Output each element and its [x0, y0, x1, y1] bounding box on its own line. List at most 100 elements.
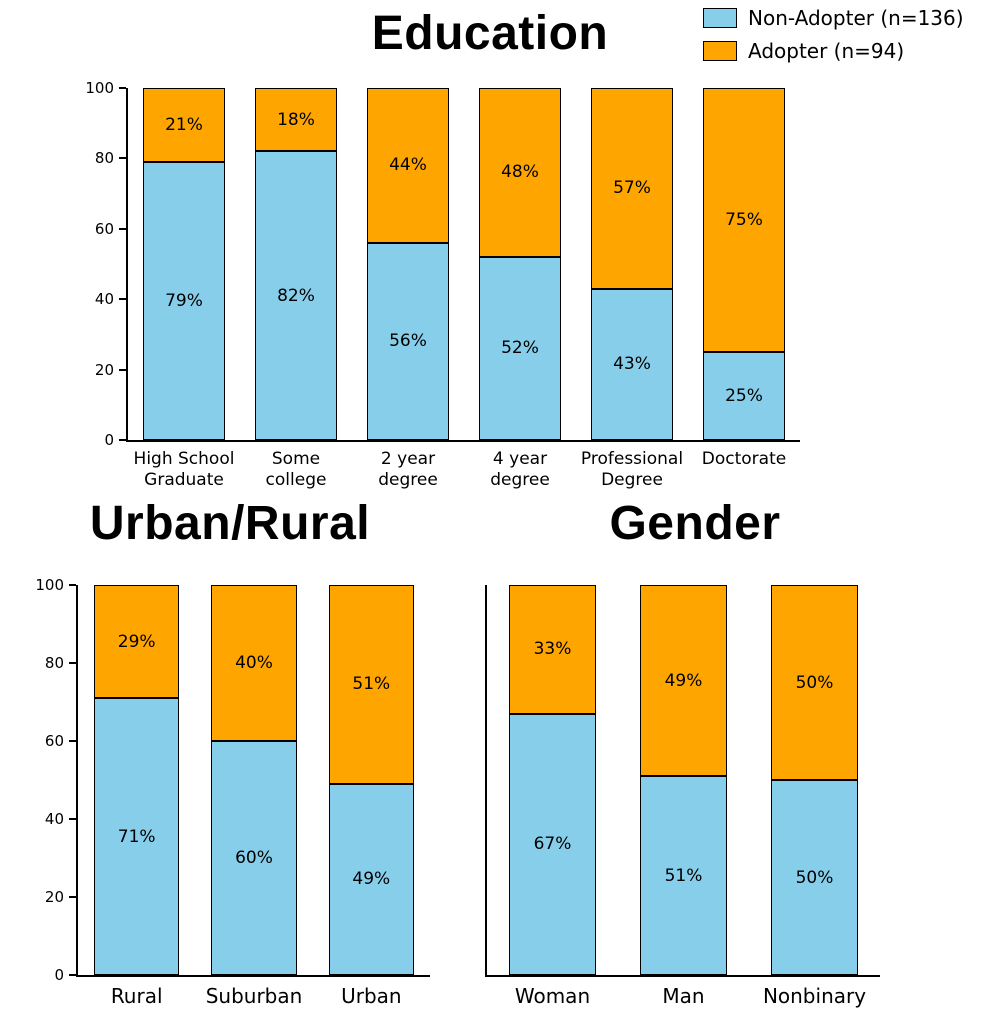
bar-value-label: 18% [277, 109, 315, 130]
y-axis-line [76, 585, 78, 975]
bar-value-label: 21% [165, 114, 203, 135]
bar-value-label: 57% [613, 178, 651, 199]
bar-segment-non-adopter [367, 242, 449, 440]
bar-value-label: 56% [389, 331, 427, 352]
urban-rural-chart-title: Urban/Rural [89, 497, 371, 550]
bar-value-label: 79% [165, 290, 203, 311]
y-axis-line [126, 88, 128, 440]
bar-segment-adopter [509, 585, 596, 714]
bar-segment-adopter [479, 88, 561, 257]
bar-segment-adopter [143, 88, 225, 162]
y-tick-label: 20 [44, 888, 64, 906]
legend-label-adopter: Adopter (n=94) [748, 39, 905, 63]
bar-value-label: 44% [389, 155, 427, 176]
adopter-swatch-icon [703, 41, 737, 61]
x-category-label: 4 year degree [490, 449, 550, 491]
x-category-label: 2 year degree [378, 449, 438, 491]
x-axis-line [76, 975, 430, 977]
y-tick-label: 80 [44, 654, 64, 672]
bar-segment-non-adopter [211, 741, 297, 975]
bar-segment-non-adopter [509, 713, 596, 975]
bar-segment-non-adopter [640, 776, 727, 975]
legend-item-non-adopter: Non-Adopter (n=136) [703, 6, 964, 30]
bar-value-label: 40% [235, 653, 273, 673]
bar-value-label: 52% [501, 338, 539, 359]
y-tick-mark [119, 227, 126, 230]
bar-segment-non-adopter [479, 256, 561, 440]
bar-value-label: 51% [664, 865, 703, 886]
y-tick-mark [119, 298, 126, 301]
bar-value-label: 51% [352, 674, 391, 695]
x-category-label: Man [662, 984, 705, 1008]
y-tick-mark [119, 368, 126, 371]
bar-segment-non-adopter [143, 161, 225, 440]
bar-value-label: 25% [725, 386, 763, 406]
y-tick-label: 60 [94, 219, 114, 238]
x-category-label: Suburban [205, 984, 303, 1008]
bar-value-label: 48% [501, 162, 539, 183]
bar-value-label: 50% [795, 672, 834, 693]
bar-segment-non-adopter [591, 288, 673, 440]
x-axis-line [485, 975, 880, 977]
bar-segment-adopter [328, 585, 415, 784]
x-category-label: Nonbinary [762, 984, 867, 1008]
non-adopter-swatch-icon [703, 8, 737, 28]
y-tick-label: 80 [94, 149, 114, 168]
bar-segment-non-adopter [771, 780, 858, 975]
bar-value-label: 49% [352, 869, 391, 890]
bar-segment-adopter [93, 585, 180, 699]
y-axis-line [485, 585, 487, 975]
y-tick-mark [69, 896, 76, 898]
bar-value-label: 50% [795, 867, 834, 888]
y-tick-mark [119, 157, 126, 160]
legend-label-non-adopter: Non-Adopter (n=136) [748, 6, 964, 30]
bar-value-label: 49% [664, 670, 703, 691]
y-tick-mark [119, 439, 126, 441]
bar-value-label: 71% [117, 826, 156, 847]
bar-value-label: 67% [533, 834, 572, 855]
education-chart-title: Education [371, 7, 609, 60]
x-axis-line [126, 440, 800, 442]
bar-segment-adopter [367, 88, 449, 243]
y-tick-mark [69, 818, 76, 820]
gender-chart-title: Gender [609, 497, 781, 550]
bar-segment-adopter [640, 585, 727, 777]
bar-value-label: 82% [277, 285, 315, 306]
x-category-label: Doctorate [701, 449, 787, 469]
bar-value-label: 75% [725, 210, 763, 230]
x-category-label: Some college [265, 449, 327, 491]
bar-value-label: 60% [235, 848, 273, 868]
y-tick-mark [69, 662, 76, 664]
bar-segment-non-adopter [703, 352, 785, 440]
x-category-label: Professional Degree [580, 449, 684, 491]
bar-segment-non-adopter [255, 151, 337, 440]
y-tick-mark [69, 584, 76, 586]
y-tick-mark [69, 740, 76, 742]
y-tick-label: 0 [104, 431, 114, 449]
y-tick-label: 0 [54, 966, 64, 984]
x-category-label: Rural [110, 984, 163, 1008]
bar-segment-non-adopter [328, 783, 415, 975]
y-tick-label: 100 [35, 576, 64, 594]
x-category-label: Woman [514, 984, 591, 1008]
y-tick-mark [69, 974, 76, 976]
bar-segment-adopter [591, 88, 673, 289]
y-tick-label: 20 [94, 360, 114, 379]
bar-segment-non-adopter [93, 698, 180, 975]
bar-segment-adopter [771, 585, 858, 780]
bar-segment-adopter [255, 88, 337, 152]
x-category-label: Urban [341, 984, 402, 1008]
bar-value-label: 43% [613, 354, 651, 375]
y-tick-label: 40 [94, 290, 114, 309]
legend-item-adopter: Adopter (n=94) [703, 39, 964, 63]
urban-rural-plot-area: 0 20 40 60 80 100 71% 29% Rural 60% 40% Suburban 49%… [35, 576, 430, 1008]
y-tick-label: 60 [44, 732, 64, 750]
y-tick-label: 100 [85, 79, 114, 97]
bar-segment-adopter [703, 88, 785, 352]
legend: Non-Adopter (n=136) Adopter (n=94) [703, 6, 964, 72]
education-plot-area: 0 20 40 60 80 100 79% 21% High School Graduate 82… [85, 79, 800, 490]
bar-value-label: 29% [117, 631, 156, 652]
gender-plot-area: 67% 33% Woman 51% 49% Man 50% 50% Nonbinary [485, 585, 880, 1008]
y-tick-mark [119, 87, 126, 89]
